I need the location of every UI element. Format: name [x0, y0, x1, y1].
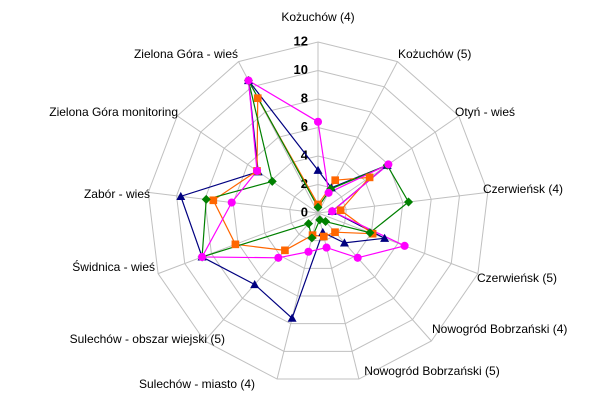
y-tick-label: 0 [301, 204, 308, 219]
marker [304, 219, 314, 229]
marker [227, 198, 236, 207]
marker [307, 233, 317, 243]
series-line [201, 80, 410, 258]
marker [274, 253, 283, 262]
marker [244, 76, 253, 85]
y-tick-label: 8 [301, 90, 308, 105]
y-tick-label: 12 [294, 33, 308, 48]
grid-ring [176, 69, 460, 352]
marker [313, 202, 323, 212]
marker [319, 232, 328, 241]
category-label: Zielona Góra - wieś [134, 47, 238, 61]
spoke [317, 191, 488, 214]
marker [400, 241, 409, 250]
marker [281, 246, 289, 255]
marker [209, 196, 218, 205]
category-label: Otyń - wieś [455, 105, 515, 119]
category-label: Czerwieńsk (4) [483, 182, 563, 196]
marker [304, 247, 313, 256]
series-line [212, 95, 375, 251]
grid-ring [289, 183, 347, 242]
marker [322, 243, 331, 252]
marker [324, 188, 333, 197]
marker [231, 240, 240, 249]
marker [331, 176, 340, 185]
grid-ring [147, 41, 489, 380]
marker [287, 313, 297, 322]
grid-ring [204, 98, 432, 325]
category-label: Zielona Góra monitoring [49, 105, 178, 119]
category-label: Sulechów - miasto (4) [139, 377, 255, 391]
marker [353, 253, 362, 262]
spoke [204, 212, 319, 342]
category-label: Sulechów - obszar wiejski (5) [70, 332, 225, 346]
category-label: Nowogród Bobrzański (4) [432, 322, 567, 336]
spoke [176, 115, 319, 214]
marker [176, 191, 186, 200]
category-label: Kożuchów (4) [281, 10, 354, 24]
y-tick-label: 6 [301, 119, 308, 134]
marker [315, 215, 325, 225]
marker [328, 207, 337, 216]
y-tick-label: 10 [294, 62, 308, 77]
marker [252, 166, 262, 175]
category-label: Kożuchów (5) [398, 47, 471, 61]
category-label: Zabór - wieś [84, 187, 150, 201]
marker [384, 160, 393, 169]
grid-ring [260, 155, 376, 269]
spoke [317, 212, 360, 380]
marker [198, 252, 207, 262]
marker [339, 238, 349, 247]
marker [267, 176, 277, 186]
marker [250, 279, 260, 289]
category-label: Świdnica - wieś [72, 259, 155, 274]
marker [336, 206, 345, 215]
marker [404, 197, 414, 207]
marker [365, 228, 375, 238]
marker [201, 194, 211, 204]
series-line [201, 79, 407, 259]
marker [380, 233, 390, 242]
marker [253, 94, 262, 103]
marker [331, 228, 339, 237]
category-label: Nowogród Bobrzański (5) [364, 364, 499, 378]
category-label: Czerwieńsk (5) [477, 271, 557, 285]
marker [313, 165, 323, 174]
marker [313, 117, 323, 126]
marker [365, 173, 374, 182]
y-tick-label: 4 [301, 147, 309, 162]
